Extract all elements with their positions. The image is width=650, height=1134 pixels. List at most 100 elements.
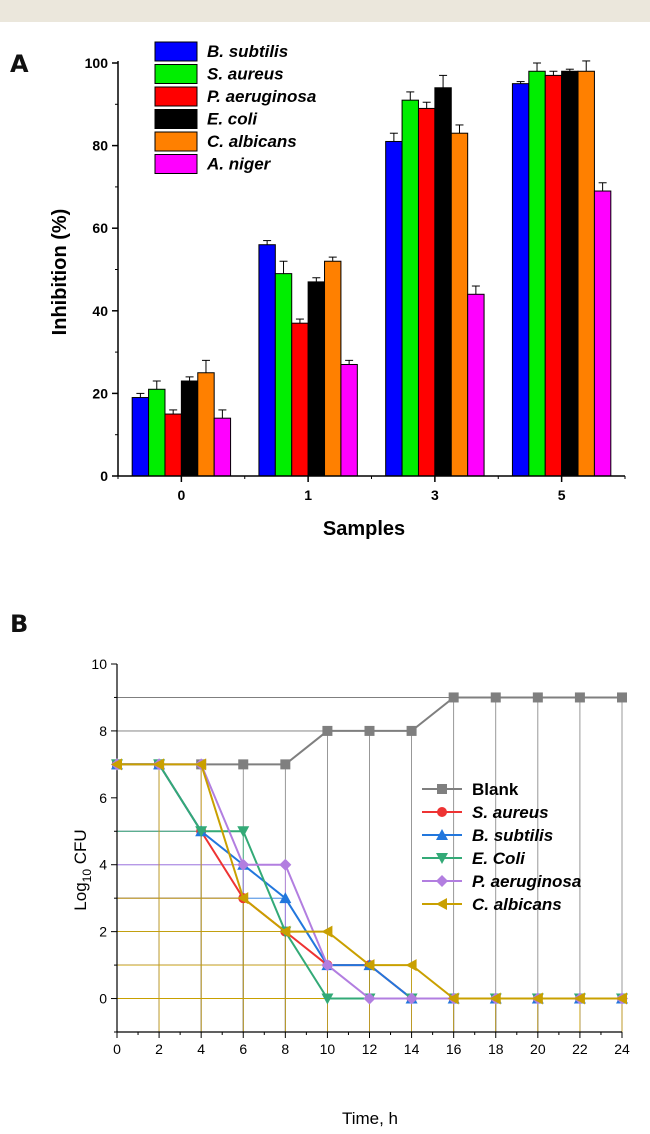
bar [324,260,342,477]
marker-square [437,784,447,794]
marker-triangle-left [195,758,207,771]
bar [434,87,452,477]
bar [148,388,166,477]
y-tick-label: 2 [99,924,107,940]
bar [164,413,182,477]
y-tick-label: 0 [99,991,107,1007]
bar [467,293,485,477]
marker-diamond [321,959,334,972]
bar [593,190,612,477]
x-tick-label: 16 [446,1041,462,1057]
panel-b-letter: B [10,610,29,638]
marker-triangle-up [279,892,292,904]
marker-triangle-down [321,993,334,1005]
x-tick-label: 6 [239,1041,247,1057]
y-tick-label: 40 [92,303,108,319]
marker-diamond [363,992,376,1005]
x-axis-label: Samples [323,518,405,540]
x-tick-label: 22 [572,1041,588,1057]
bar [528,70,546,477]
marker-triangle-left [573,992,585,1005]
legend-label: C. albicans [207,132,297,151]
marker-triangle-left [153,758,165,771]
marker-circle [437,807,447,817]
marker-square [574,692,585,703]
x-tick-label: 20 [530,1041,546,1057]
bar [197,372,215,477]
marker-triangle-left [279,925,291,938]
bar [213,417,232,477]
x-tick-label: 1 [304,487,312,503]
x-tick-label: 0 [177,487,185,503]
marker-triangle-left [405,959,417,972]
legend-swatch [154,109,198,129]
bar [401,99,419,477]
x-tick-label: 0 [113,1041,121,1057]
bar [577,70,595,477]
legend-label: E. Coli [472,849,526,868]
bar [450,132,469,477]
y-tick-label: 8 [99,723,107,739]
legend-swatch [154,131,198,152]
bar [511,83,530,477]
y-tick-label: 20 [92,385,108,401]
legend-label: Blank [472,780,519,799]
bar [561,70,579,477]
legend-swatch [154,64,198,84]
legend-label: B. subtilis [472,826,553,845]
legend-label: S. aureus [207,65,284,84]
legend-label: A. niger [206,155,272,174]
x-tick-label: 12 [362,1041,378,1057]
x-axis-label: Time, h [342,1109,398,1128]
marker-square [280,759,291,770]
marker-triangle-down [436,853,448,864]
y-tick-label: 60 [92,220,108,236]
legend-label: S. aureus [472,803,549,822]
x-tick-label: 2 [155,1041,163,1057]
y-axis-label-main: Log [71,882,90,910]
bar [307,281,326,477]
marker-triangle-left [489,992,501,1005]
x-tick-label: 10 [320,1041,336,1057]
marker-square [448,692,459,703]
marker-triangle-down [237,826,250,838]
marker-diamond [436,875,448,887]
bar [131,397,150,477]
y-tick-label: 6 [99,790,107,806]
y-tick-label: 100 [85,55,109,71]
y-axis-label-subscript: 10 [80,869,94,883]
marker-triangle-left [237,892,249,905]
marker-triangle-left [321,925,333,938]
bar [180,380,199,477]
marker-triangle-left [111,758,122,771]
marker-square [364,725,375,736]
legend-swatch [154,41,198,62]
marker-triangle-left [436,898,447,910]
marker-square [322,725,333,736]
bar [291,322,309,477]
marker-triangle-down [195,826,208,838]
y-axis-label-tail: CFU [71,829,90,869]
legend-swatch [154,154,198,174]
bar [340,363,358,477]
marker-square [490,692,501,703]
marker-triangle-up [436,829,448,840]
x-tick-label: 4 [197,1041,205,1057]
marker-triangle-left [616,992,627,1005]
marker-diamond [405,992,418,1005]
legend-label: B. subtilis [207,42,288,61]
y-tick-label: 10 [91,656,107,672]
marker-triangle-left [363,959,375,972]
legend-label: P. aeruginosa [207,87,316,106]
x-tick-label: 24 [614,1041,630,1057]
legend-label: C. albicans [472,895,562,914]
y-tick-label: 0 [100,468,108,484]
bar [274,273,293,477]
panel-a-letter: A [10,50,29,78]
x-tick-label: 5 [558,487,566,503]
bar-chart-inhibition: Inhibition (%) Samples 0 20 40 60 80 100 0 1 3 5 B… [49,41,626,540]
bar [417,107,436,477]
marker-square [532,692,543,703]
legend-swatch [154,86,198,107]
marker-square [406,725,417,736]
